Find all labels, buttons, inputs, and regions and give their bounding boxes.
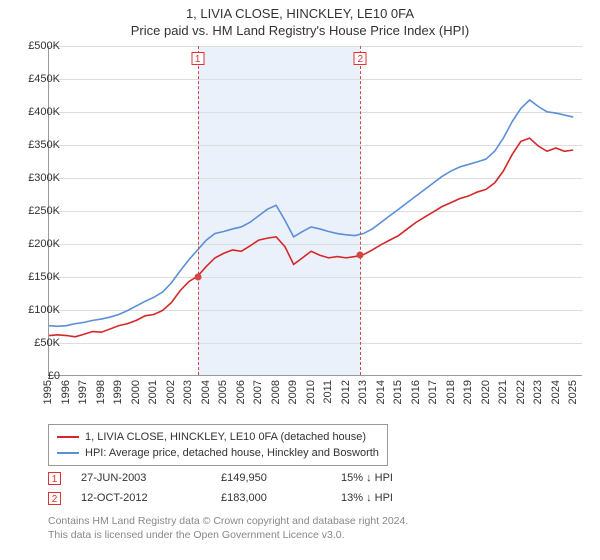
y-tick-label: £100K: [6, 304, 60, 316]
sale-price: £149,950: [221, 472, 321, 484]
y-tick-label: £300K: [6, 172, 60, 184]
x-tick-label: 2019: [462, 380, 474, 404]
x-tick-label: 2021: [497, 380, 509, 404]
legend-swatch: [57, 436, 79, 438]
x-tick-label: 2015: [392, 380, 404, 404]
x-tick-label: 2002: [165, 380, 177, 404]
y-tick-label: £200K: [6, 238, 60, 250]
sale-marker-line: [198, 46, 199, 375]
series-line: [49, 138, 573, 337]
y-tick-label: £500K: [6, 40, 60, 52]
x-tick-label: 2012: [340, 380, 352, 404]
x-tick-label: 2024: [550, 380, 562, 404]
sale-marker-box: 1: [191, 52, 204, 65]
sale-row: 1 27-JUN-2003 £149,950 15% ↓ HPI: [48, 468, 461, 488]
x-tick-label: 2025: [567, 380, 579, 404]
x-tick-label: 1995: [42, 380, 54, 404]
sale-row: 2 12-OCT-2012 £183,000 13% ↓ HPI: [48, 488, 461, 508]
sale-delta: 13% ↓ HPI: [341, 492, 461, 504]
x-tick-label: 2016: [410, 380, 422, 404]
y-tick-label: £50K: [6, 337, 60, 349]
x-tick-label: 2018: [445, 380, 457, 404]
sale-delta: 15% ↓ HPI: [341, 472, 461, 484]
x-tick-label: 2000: [130, 380, 142, 404]
y-tick-label: £450K: [6, 73, 60, 85]
chart-title: 1, LIVIA CLOSE, HINCKLEY, LE10 0FA: [0, 6, 600, 21]
y-tick-label: £350K: [6, 139, 60, 151]
legend-label: 1, LIVIA CLOSE, HINCKLEY, LE10 0FA (deta…: [85, 431, 366, 443]
plot-area: 12: [48, 46, 582, 376]
x-tick-label: 2006: [235, 380, 247, 404]
x-tick-label: 2009: [287, 380, 299, 404]
attribution-line: This data is licensed under the Open Gov…: [48, 528, 408, 542]
sale-marker-box: 2: [48, 492, 61, 505]
sale-date: 27-JUN-2003: [81, 472, 201, 484]
y-tick-label: £150K: [6, 271, 60, 283]
x-tick-label: 2003: [182, 380, 194, 404]
sale-marker-box: 1: [48, 472, 61, 485]
chart-subtitle: Price paid vs. HM Land Registry's House …: [0, 23, 600, 38]
x-tick-label: 2020: [480, 380, 492, 404]
x-tick-label: 2008: [270, 380, 282, 404]
x-tick-label: 2011: [322, 380, 334, 404]
x-tick-label: 2013: [357, 380, 369, 404]
y-tick-label: £250K: [6, 205, 60, 217]
x-tick-label: 2014: [375, 380, 387, 404]
legend-label: HPI: Average price, detached house, Hinc…: [85, 447, 379, 459]
x-tick-label: 2004: [200, 380, 212, 404]
x-tick-label: 2023: [532, 380, 544, 404]
sales-table: 1 27-JUN-2003 £149,950 15% ↓ HPI 2 12-OCT-201…: [48, 468, 461, 508]
x-tick-label: 1999: [112, 380, 124, 404]
x-tick-label: 1998: [95, 380, 107, 404]
x-tick-label: 2005: [217, 380, 229, 404]
x-tick-label: 1996: [60, 380, 72, 404]
sale-price: £183,000: [221, 492, 321, 504]
legend-item: HPI: Average price, detached house, Hinc…: [57, 445, 379, 461]
sale-marker-line: [360, 46, 361, 375]
price-chart: 1, LIVIA CLOSE, HINCKLEY, LE10 0FA Price…: [0, 0, 600, 560]
sale-marker-dot: [194, 274, 201, 281]
chart-titles: 1, LIVIA CLOSE, HINCKLEY, LE10 0FA Price…: [0, 0, 600, 38]
x-tick-label: 2007: [252, 380, 264, 404]
attribution: Contains HM Land Registry data © Crown c…: [48, 514, 408, 542]
sale-marker-box: 2: [354, 52, 367, 65]
series-line: [49, 100, 573, 326]
legend-swatch: [57, 452, 79, 454]
x-tick-label: 2017: [427, 380, 439, 404]
x-tick-label: 2010: [305, 380, 317, 404]
x-tick-label: 2001: [147, 380, 159, 404]
x-tick-label: 2022: [515, 380, 527, 404]
legend: 1, LIVIA CLOSE, HINCKLEY, LE10 0FA (deta…: [48, 424, 388, 466]
attribution-line: Contains HM Land Registry data © Crown c…: [48, 514, 408, 528]
x-tick-label: 1997: [77, 380, 89, 404]
y-tick-label: £400K: [6, 106, 60, 118]
sale-date: 12-OCT-2012: [81, 492, 201, 504]
chart-lines: [49, 46, 582, 375]
sale-marker-dot: [357, 252, 364, 259]
legend-item: 1, LIVIA CLOSE, HINCKLEY, LE10 0FA (deta…: [57, 429, 379, 445]
